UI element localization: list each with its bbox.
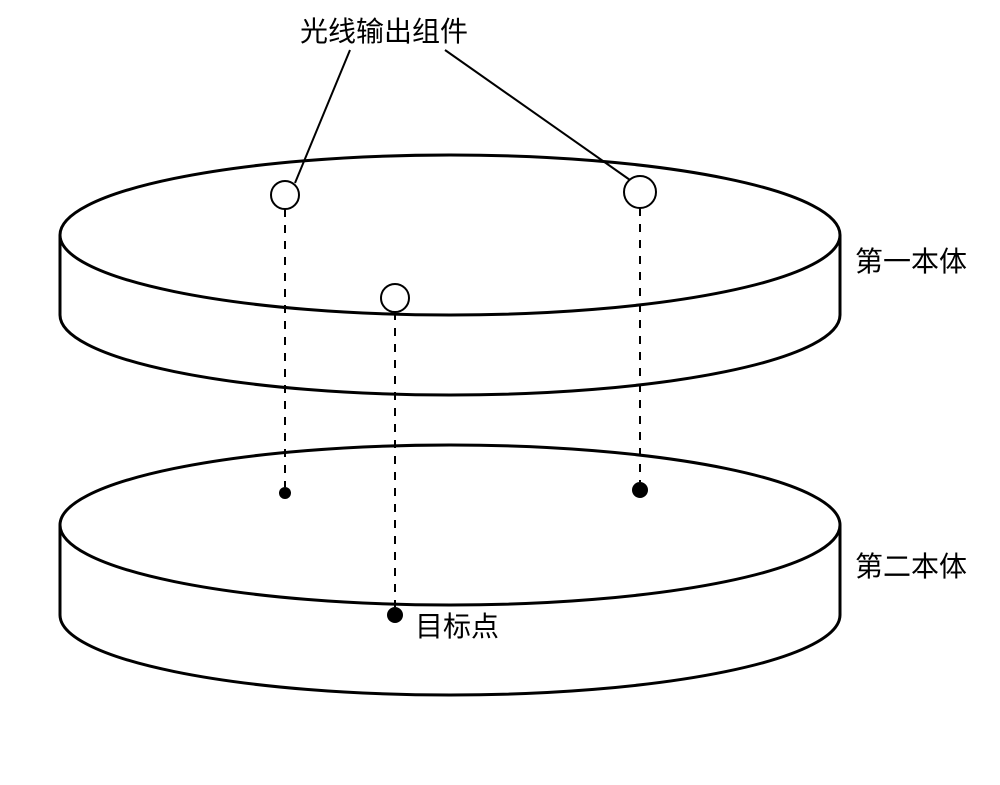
target-dot-1 (632, 482, 648, 498)
emitter-circle-2 (381, 284, 409, 312)
first-body-label: 第一本体 (855, 240, 967, 280)
emitter-circle-0 (271, 181, 299, 209)
target-dot-2 (387, 607, 403, 623)
second-body-disc (60, 445, 840, 695)
emitter-circle-1 (624, 176, 656, 208)
light-output-label: 光线输出组件 (300, 10, 468, 50)
second-body-label: 第二本体 (855, 545, 967, 585)
first-body-disc (60, 155, 840, 395)
technical-diagram (0, 0, 1000, 785)
target-point-label: 目标点 (415, 605, 499, 645)
target-dot-0 (279, 487, 291, 499)
